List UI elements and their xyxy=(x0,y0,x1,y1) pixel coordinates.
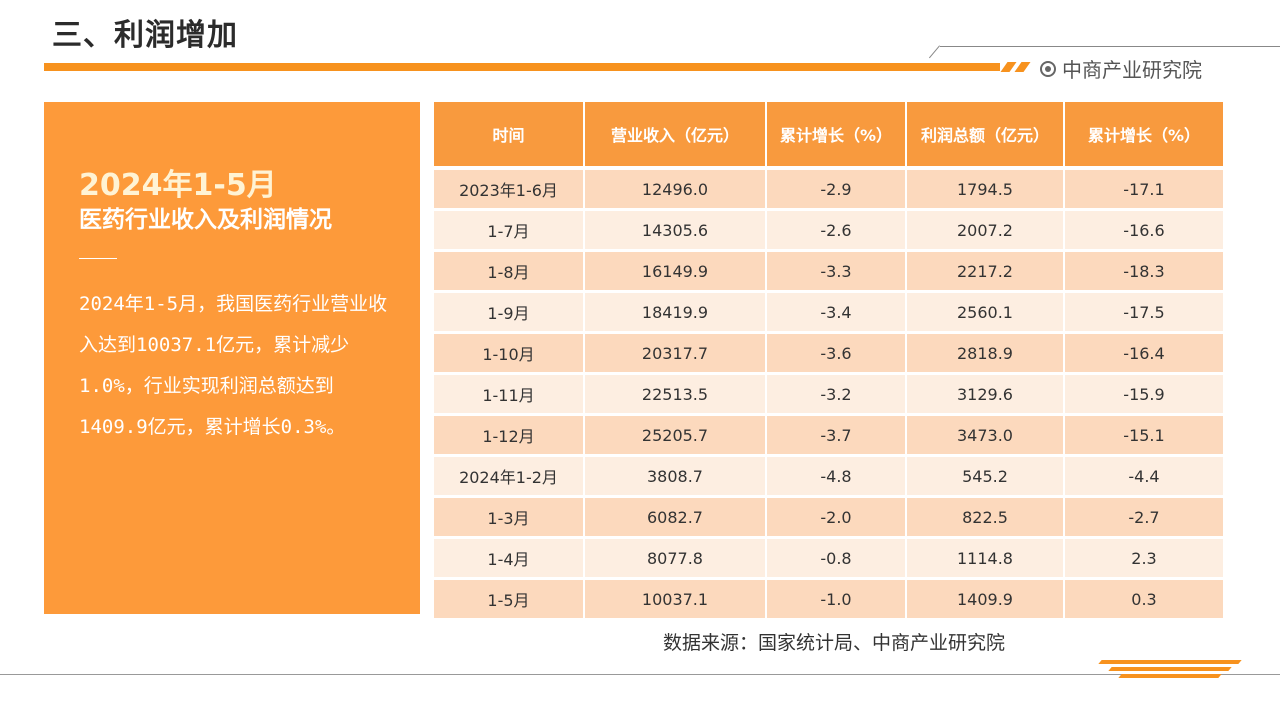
cell-revenue-growth: -0.8 xyxy=(767,536,907,577)
cell-period: 1-7月 xyxy=(434,208,585,249)
cell-period: 2024年1-2月 xyxy=(434,454,585,495)
cell-profit: 2217.2 xyxy=(907,249,1065,290)
cell-revenue-growth: -3.3 xyxy=(767,249,907,290)
cell-period: 1-11月 xyxy=(434,372,585,413)
cell-profit: 2818.9 xyxy=(907,331,1065,372)
table-row: 1-12月 25205.7 -3.7 3473.0 -15.1 xyxy=(434,413,1223,454)
cell-revenue-growth: -2.9 xyxy=(767,166,907,208)
table-row: 1-11月 22513.5 -3.2 3129.6 -15.9 xyxy=(434,372,1223,413)
cell-revenue-growth: -3.6 xyxy=(767,331,907,372)
cell-profit-growth: 0.3 xyxy=(1065,577,1223,618)
cell-period: 1-9月 xyxy=(434,290,585,331)
cell-profit-growth: -17.1 xyxy=(1065,166,1223,208)
table-row: 1-8月 16149.9 -3.3 2217.2 -18.3 xyxy=(434,249,1223,290)
cell-revenue: 25205.7 xyxy=(585,413,767,454)
col-header-profit-growth: 累计增长（%） xyxy=(1065,102,1223,166)
table-header-row: 时间 营业收入（亿元） 累计增长（%） 利润总额（亿元） 累计增长（%） xyxy=(434,102,1223,166)
cell-profit-growth: -16.4 xyxy=(1065,331,1223,372)
cell-profit: 3473.0 xyxy=(907,413,1065,454)
table-row: 1-9月 18419.9 -3.4 2560.1 -17.5 xyxy=(434,290,1223,331)
cell-revenue: 14305.6 xyxy=(585,208,767,249)
cell-revenue-growth: -3.2 xyxy=(767,372,907,413)
cell-period: 1-4月 xyxy=(434,536,585,577)
cell-profit-growth: -17.5 xyxy=(1065,290,1223,331)
cell-profit-growth: -15.1 xyxy=(1065,413,1223,454)
cell-revenue-growth: -3.7 xyxy=(767,413,907,454)
table-row: 1-7月 14305.6 -2.6 2007.2 -16.6 xyxy=(434,208,1223,249)
cell-profit-growth: -4.4 xyxy=(1065,454,1223,495)
cell-profit: 1794.5 xyxy=(907,166,1065,208)
cell-profit-growth: -18.3 xyxy=(1065,249,1223,290)
cell-profit: 3129.6 xyxy=(907,372,1065,413)
col-header-revenue-growth: 累计增长（%） xyxy=(767,102,907,166)
title-underline xyxy=(44,63,1000,71)
brand-logo: 中商产业研究院 xyxy=(1040,54,1202,83)
cell-revenue-growth: -2.0 xyxy=(767,495,907,536)
cell-profit: 1114.8 xyxy=(907,536,1065,577)
panel-title-subject: 医药行业收入及利润情况 xyxy=(79,207,332,233)
table-row: 2023年1-6月 12496.0 -2.9 1794.5 -17.1 xyxy=(434,166,1223,208)
cell-period: 1-10月 xyxy=(434,331,585,372)
cell-revenue-growth: -4.8 xyxy=(767,454,907,495)
panel-divider xyxy=(79,258,117,259)
cell-revenue-growth: -3.4 xyxy=(767,290,907,331)
summary-panel: 2024年1-5月 医药行业收入及利润情况 2024年1-5月，我国医药行业营业… xyxy=(44,102,420,614)
data-table-container: 时间 营业收入（亿元） 累计增长（%） 利润总额（亿元） 累计增长（%） 202… xyxy=(434,102,1223,618)
panel-summary-text: 2024年1-5月，我国医药行业营业收入达到10037.1亿元，累计减少1.0%… xyxy=(79,293,388,438)
footer-line xyxy=(0,674,1280,675)
brand-name: 中商产业研究院 xyxy=(1062,58,1202,82)
data-source-note: 数据来源：国家统计局、中商产业研究院 xyxy=(663,632,1006,654)
cell-revenue: 16149.9 xyxy=(585,249,767,290)
col-header-period: 时间 xyxy=(434,102,585,166)
cell-period: 1-8月 xyxy=(434,249,585,290)
cell-revenue: 6082.7 xyxy=(585,495,767,536)
table-row: 1-10月 20317.7 -3.6 2818.9 -16.4 xyxy=(434,331,1223,372)
cell-profit-growth: 2.3 xyxy=(1065,536,1223,577)
table-row: 1-5月 10037.1 -1.0 1409.9 0.3 xyxy=(434,577,1223,618)
cell-period: 2023年1-6月 xyxy=(434,166,585,208)
cell-revenue: 22513.5 xyxy=(585,372,767,413)
decor-stripes xyxy=(1000,62,1032,72)
cell-period: 1-3月 xyxy=(434,495,585,536)
cell-profit: 545.2 xyxy=(907,454,1065,495)
cell-revenue: 8077.8 xyxy=(585,536,767,577)
table-row: 1-4月 8077.8 -0.8 1114.8 2.3 xyxy=(434,536,1223,577)
col-header-profit: 利润总额（亿元） xyxy=(907,102,1065,166)
footer-decor-stripes xyxy=(1098,660,1250,681)
cell-profit: 2560.1 xyxy=(907,290,1065,331)
cell-profit-growth: -2.7 xyxy=(1065,495,1223,536)
col-header-revenue: 营业收入（亿元） xyxy=(585,102,767,166)
cell-period: 1-5月 xyxy=(434,577,585,618)
cell-revenue: 10037.1 xyxy=(585,577,767,618)
cell-profit-growth: -15.9 xyxy=(1065,372,1223,413)
cell-revenue: 12496.0 xyxy=(585,166,767,208)
target-icon xyxy=(1040,60,1056,77)
table-row: 2024年1-2月 3808.7 -4.8 545.2 -4.4 xyxy=(434,454,1223,495)
cell-revenue-growth: -1.0 xyxy=(767,577,907,618)
cell-profit: 822.5 xyxy=(907,495,1065,536)
header-divider-line xyxy=(940,46,1280,47)
cell-profit: 1409.9 xyxy=(907,577,1065,618)
page-title: 三、利润增加 xyxy=(52,18,238,53)
cell-profit: 2007.2 xyxy=(907,208,1065,249)
cell-revenue: 3808.7 xyxy=(585,454,767,495)
cell-period: 1-12月 xyxy=(434,413,585,454)
panel-title-period: 2024年1-5月 xyxy=(79,168,277,203)
cell-revenue: 18419.9 xyxy=(585,290,767,331)
cell-revenue: 20317.7 xyxy=(585,331,767,372)
table-row: 1-3月 6082.7 -2.0 822.5 -2.7 xyxy=(434,495,1223,536)
cell-profit-growth: -16.6 xyxy=(1065,208,1223,249)
revenue-profit-table: 时间 营业收入（亿元） 累计增长（%） 利润总额（亿元） 累计增长（%） 202… xyxy=(434,102,1223,618)
cell-revenue-growth: -2.6 xyxy=(767,208,907,249)
